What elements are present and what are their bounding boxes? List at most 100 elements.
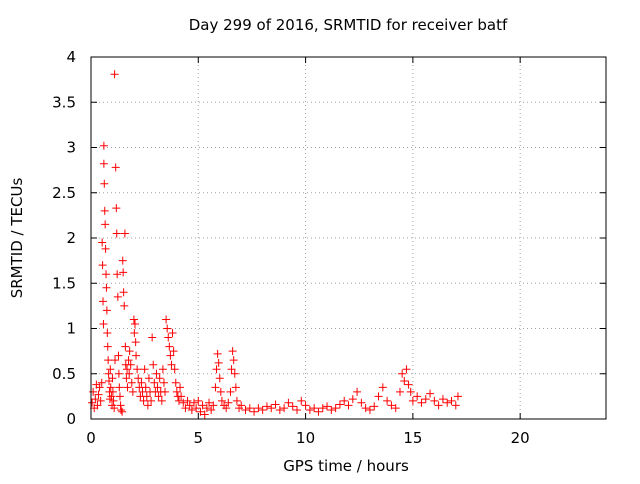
data-point xyxy=(143,401,152,410)
data-point xyxy=(99,159,108,168)
data-point xyxy=(198,401,207,410)
data-point xyxy=(152,369,161,378)
data-point xyxy=(404,380,413,389)
data-point xyxy=(402,365,411,374)
data-point xyxy=(451,401,460,410)
data-point xyxy=(153,383,162,392)
data-point xyxy=(331,404,340,413)
data-point xyxy=(214,358,223,367)
data-point xyxy=(162,315,171,324)
data-point xyxy=(100,179,109,188)
data-point xyxy=(226,387,235,396)
plot-frame xyxy=(90,56,607,420)
data-point xyxy=(120,301,129,310)
data-point xyxy=(147,396,156,405)
y-tick-label: 2.5 xyxy=(52,184,76,202)
data-point xyxy=(159,378,168,387)
data-point xyxy=(149,360,158,369)
data-point xyxy=(132,351,141,360)
data-point xyxy=(284,398,293,407)
data-point xyxy=(430,396,439,405)
data-point xyxy=(301,401,310,410)
grid-layer xyxy=(91,57,606,419)
data-point xyxy=(118,256,127,265)
data-point xyxy=(231,383,240,392)
data-point xyxy=(154,392,163,401)
data-point xyxy=(280,404,289,413)
data-point xyxy=(447,396,456,405)
data-point xyxy=(119,268,128,277)
data-point xyxy=(353,387,362,396)
data-point xyxy=(127,378,136,387)
data-point xyxy=(293,405,301,414)
data-point xyxy=(172,387,181,396)
data-point xyxy=(131,338,140,347)
data-point xyxy=(138,387,147,396)
data-point xyxy=(453,392,462,401)
data-point xyxy=(176,383,185,392)
data-point xyxy=(335,400,344,409)
data-point xyxy=(297,396,306,405)
data-point xyxy=(142,392,151,401)
data-point xyxy=(241,405,250,414)
data-point xyxy=(215,374,224,383)
data-point xyxy=(161,387,170,396)
data-point xyxy=(106,383,115,392)
data-point xyxy=(98,238,107,247)
data-point xyxy=(111,356,120,365)
data-point xyxy=(406,387,415,396)
data-point xyxy=(164,333,173,342)
data-point xyxy=(426,389,435,398)
data-point xyxy=(230,369,239,378)
data-point xyxy=(181,404,190,413)
data-point xyxy=(95,383,104,392)
data-point xyxy=(108,374,117,383)
data-point xyxy=(119,288,128,297)
data-point xyxy=(157,396,166,405)
data-point xyxy=(99,319,108,328)
data-point xyxy=(258,405,267,414)
data-point xyxy=(165,342,174,351)
data-point xyxy=(211,383,220,392)
data-point xyxy=(168,329,177,338)
data-point xyxy=(111,163,120,172)
data-point xyxy=(378,383,387,392)
y-tick-label: 0 xyxy=(66,410,76,428)
data-point xyxy=(101,244,110,253)
data-point xyxy=(400,376,409,385)
data-point xyxy=(104,369,113,378)
data-point xyxy=(205,398,214,407)
data-point xyxy=(94,390,103,399)
data-point xyxy=(88,398,97,407)
y-tick-label: 1 xyxy=(66,320,76,338)
data-point xyxy=(112,204,121,213)
tick-layer: 0 5 10 15 20 0 0.5 1 1.5 2 2.5 3 3.5 4 xyxy=(52,48,606,447)
data-point xyxy=(398,369,407,378)
data-point xyxy=(443,398,452,407)
data-point xyxy=(213,349,222,358)
y-tick-label: 0.5 xyxy=(52,365,76,383)
data-point xyxy=(288,402,297,411)
data-point xyxy=(254,404,263,413)
data-point xyxy=(115,383,124,392)
y-tick-label: 4 xyxy=(66,48,76,66)
data-point xyxy=(327,405,336,414)
data-point xyxy=(113,292,122,301)
data-point xyxy=(104,356,113,365)
data-point xyxy=(196,407,205,416)
data-point xyxy=(305,405,314,414)
data-point xyxy=(262,402,271,411)
data-point xyxy=(89,387,98,396)
data-point xyxy=(245,404,254,413)
data-point xyxy=(190,398,198,407)
data-point xyxy=(139,396,148,405)
data-point xyxy=(169,347,178,356)
data-point xyxy=(93,401,102,410)
data-point xyxy=(192,404,201,413)
data-point xyxy=(374,392,383,401)
data-point xyxy=(340,396,349,405)
data-point xyxy=(115,392,124,401)
data-point xyxy=(271,400,280,409)
